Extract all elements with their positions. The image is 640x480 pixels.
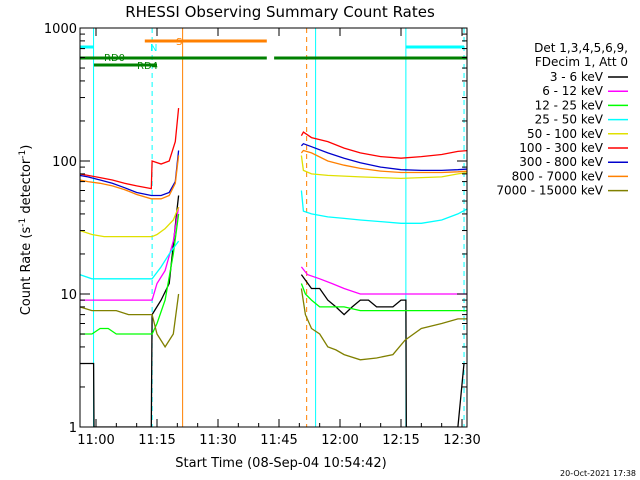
legend-label-5: 100 - 300 keV xyxy=(519,141,603,155)
x-tick-label-6: 12:30 xyxy=(443,433,480,448)
series-4-part-1 xyxy=(300,155,467,180)
legend-label-4: 50 - 100 keV xyxy=(527,127,604,141)
x-tick-label-3: 11:45 xyxy=(260,433,297,448)
series-4-part-0 xyxy=(80,206,180,238)
legend-label-2: 12 - 25 keV xyxy=(535,98,604,112)
y-tick-label-3: 1000 xyxy=(44,22,77,37)
flag-s-label: S xyxy=(176,37,182,48)
x-axis-label: Start Time (08-Sep-04 10:54:42) xyxy=(175,456,386,471)
y-tick-label-0: 1 xyxy=(69,421,77,436)
series-2-part-0 xyxy=(80,213,180,335)
axes: 11:00 11:15 11:30 11:45 12:00 12:15 12:30 1 10 10… xyxy=(44,22,481,448)
series-2-part-1 xyxy=(300,283,467,312)
y-axis-label: Count Rate (s-1 detector-1) xyxy=(18,145,34,316)
series-6-part-1 xyxy=(300,142,467,172)
y-tick-label-1: 10 xyxy=(60,288,77,303)
x-tick-label-4: 12:00 xyxy=(321,433,358,448)
y-axis-label-sup1: -1 xyxy=(18,218,28,227)
flag-rd4-label: RD4 xyxy=(137,61,158,72)
series-5-part-0 xyxy=(80,108,180,190)
x-tick-label-2: 11:30 xyxy=(199,433,236,448)
legend: Det 1,3,4,5,6,9, FDecim 1, Att 0 3 - 6 k… xyxy=(496,41,628,198)
series-6-part-0 xyxy=(80,150,180,197)
legend-label-1: 6 - 12 keV xyxy=(542,84,604,98)
series-1-part-1 xyxy=(300,266,467,295)
legend-header-line-2: FDecim 1, Att 0 xyxy=(535,55,628,69)
flag-rd0-label: RD0 xyxy=(104,53,125,64)
x-tick-label-0: 11:00 xyxy=(77,433,114,448)
series-8-part-0 xyxy=(80,293,180,349)
legend-label-0: 3 - 6 keV xyxy=(550,70,604,84)
series-7-part-1 xyxy=(300,149,467,174)
series-lines xyxy=(80,108,467,427)
chart-title: RHESSI Observing Summary Count Rates xyxy=(125,3,435,21)
y-axis-label-main: Count Rate (s xyxy=(19,227,34,316)
legend-label-8: 7000 - 15000 keV xyxy=(496,184,603,198)
legend-label-6: 300 - 800 keV xyxy=(519,155,603,169)
plot-background xyxy=(80,28,467,427)
x-tick-label-1: 11:15 xyxy=(138,433,175,448)
y-axis-label-sup2: -1 xyxy=(18,150,28,159)
plot-area xyxy=(80,28,467,427)
legend-label-7: 800 - 7000 keV xyxy=(512,169,604,183)
series-5-part-1 xyxy=(300,131,467,159)
y-tick-label-2: 100 xyxy=(52,155,77,170)
plot-frame xyxy=(79,27,468,428)
series-8-part-1 xyxy=(300,288,467,361)
legend-label-3: 25 - 50 keV xyxy=(535,113,604,127)
legend-header-line-1: Det 1,3,4,5,6,9, xyxy=(534,41,628,55)
x-tick-label-5: 12:15 xyxy=(382,433,419,448)
series-3-part-0 xyxy=(80,240,180,280)
flag-n-label: N xyxy=(150,43,157,54)
y-axis-label-end: ) xyxy=(19,145,34,150)
series-1-part-0 xyxy=(80,206,180,301)
series-3-part-1 xyxy=(300,190,467,224)
observing-flags: N S RD0 RD4 xyxy=(80,37,467,72)
series-0-part-1 xyxy=(300,274,465,427)
timestamp: 20-Oct-2021 17:38 xyxy=(560,469,636,478)
series-7-part-0 xyxy=(80,155,180,200)
y-axis-label-mid: detector xyxy=(19,158,34,218)
